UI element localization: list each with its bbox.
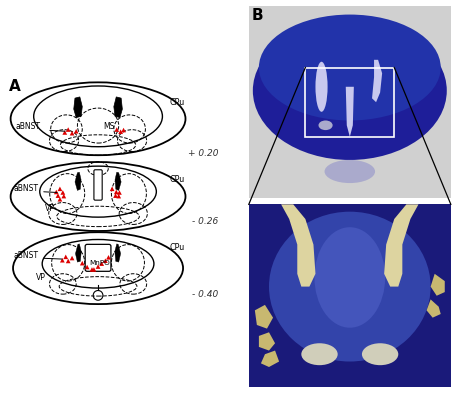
Text: MS: MS (104, 122, 115, 131)
Polygon shape (60, 258, 65, 263)
Polygon shape (58, 187, 62, 191)
Polygon shape (85, 265, 89, 269)
Polygon shape (113, 193, 118, 198)
Text: CPu: CPu (170, 175, 185, 184)
Polygon shape (66, 127, 70, 132)
Ellipse shape (10, 162, 186, 231)
Ellipse shape (40, 166, 156, 217)
Polygon shape (70, 256, 74, 260)
Polygon shape (103, 259, 108, 263)
Polygon shape (74, 97, 82, 118)
Polygon shape (58, 197, 62, 202)
FancyBboxPatch shape (94, 170, 102, 200)
Ellipse shape (42, 239, 154, 288)
Polygon shape (54, 190, 59, 194)
FancyBboxPatch shape (249, 204, 451, 387)
Text: MnPO: MnPO (89, 260, 110, 266)
Polygon shape (346, 87, 354, 137)
Ellipse shape (34, 86, 163, 147)
Text: - 0.40: - 0.40 (192, 290, 218, 299)
Ellipse shape (269, 212, 431, 362)
Polygon shape (261, 351, 279, 367)
FancyBboxPatch shape (249, 6, 451, 198)
Polygon shape (431, 274, 445, 296)
Polygon shape (60, 190, 65, 195)
Polygon shape (372, 60, 382, 102)
Polygon shape (116, 194, 121, 198)
Ellipse shape (316, 62, 328, 112)
Polygon shape (55, 193, 60, 198)
Text: CPu: CPu (170, 98, 185, 107)
Ellipse shape (315, 227, 385, 328)
Polygon shape (106, 255, 111, 260)
Polygon shape (64, 255, 68, 259)
Ellipse shape (253, 21, 447, 160)
Polygon shape (121, 128, 126, 132)
Ellipse shape (10, 83, 186, 155)
Polygon shape (117, 190, 122, 195)
Polygon shape (115, 244, 121, 262)
Ellipse shape (301, 343, 338, 365)
Text: aBNST: aBNST (14, 251, 39, 260)
Text: VP: VP (45, 204, 55, 213)
Polygon shape (89, 267, 94, 272)
Polygon shape (384, 204, 419, 286)
Polygon shape (62, 130, 67, 135)
Polygon shape (114, 127, 119, 132)
Polygon shape (427, 299, 441, 318)
Polygon shape (114, 190, 118, 194)
Polygon shape (66, 259, 70, 263)
Text: aBNST: aBNST (14, 184, 39, 193)
Polygon shape (255, 305, 273, 329)
Polygon shape (70, 131, 74, 136)
Polygon shape (259, 332, 275, 351)
Bar (306, 68, 394, 137)
Polygon shape (80, 261, 84, 265)
Ellipse shape (362, 343, 398, 365)
Text: - 0.26: - 0.26 (192, 217, 218, 226)
Polygon shape (118, 129, 123, 134)
Polygon shape (75, 172, 81, 191)
Text: CPu: CPu (170, 243, 185, 252)
Text: + 0.20: + 0.20 (188, 149, 218, 158)
Ellipse shape (319, 121, 333, 130)
Text: aBNST: aBNST (16, 122, 41, 131)
Polygon shape (96, 264, 100, 269)
Polygon shape (110, 187, 114, 191)
Polygon shape (281, 204, 316, 286)
Ellipse shape (259, 15, 441, 121)
Text: B: B (252, 8, 264, 23)
Polygon shape (92, 267, 96, 272)
FancyBboxPatch shape (85, 244, 111, 271)
Ellipse shape (13, 232, 183, 304)
Ellipse shape (325, 160, 375, 183)
Text: VP: VP (35, 273, 45, 281)
Polygon shape (114, 97, 122, 118)
Text: A: A (10, 79, 21, 94)
Polygon shape (115, 172, 121, 191)
Polygon shape (99, 261, 104, 266)
Polygon shape (61, 194, 66, 198)
Polygon shape (74, 129, 79, 134)
Polygon shape (75, 244, 81, 262)
